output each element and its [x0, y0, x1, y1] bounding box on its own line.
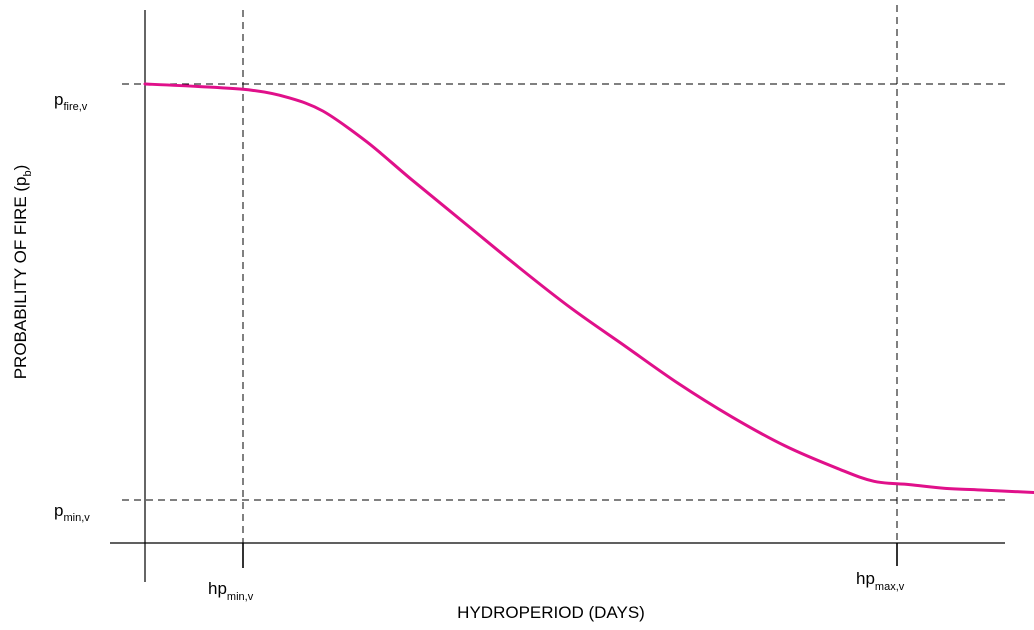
y-tick-label-p-min: pmin,v: [54, 501, 90, 524]
data-point-14: [837, 467, 840, 470]
data-point-1: [197, 85, 200, 88]
data-point-11: [677, 382, 680, 385]
data-point-7: [464, 222, 467, 225]
y-axis-title: PROBABILITY OF FIRE (pb): [11, 165, 34, 380]
data-point-3: [286, 96, 289, 99]
y-tick-label-p-fire: pfire,v: [54, 90, 88, 113]
x-axis-title: HYDROPERIOD (DAYS): [457, 603, 645, 622]
data-point-6: [410, 178, 413, 181]
data-point-16: [908, 483, 911, 486]
series-line-probability-curve: [143, 82, 1034, 494]
data-point-18: [979, 489, 982, 492]
data-point-5: [366, 141, 369, 144]
data-point-10: [624, 345, 627, 348]
data-point-8: [517, 266, 520, 269]
data-point-15: [872, 480, 875, 483]
data-point-4: [321, 110, 324, 113]
data-point-9: [570, 307, 573, 310]
series-points: [144, 83, 1034, 495]
data-point-2: [250, 89, 253, 92]
data-point-13: [784, 444, 787, 447]
data-point-12: [730, 415, 733, 418]
data-point-17: [944, 487, 947, 490]
x-tick-label-hp-max: hpmax,v: [856, 569, 905, 593]
x-tick-label-hp-min: hpmin,v: [208, 579, 254, 603]
data-point-0: [144, 83, 147, 86]
